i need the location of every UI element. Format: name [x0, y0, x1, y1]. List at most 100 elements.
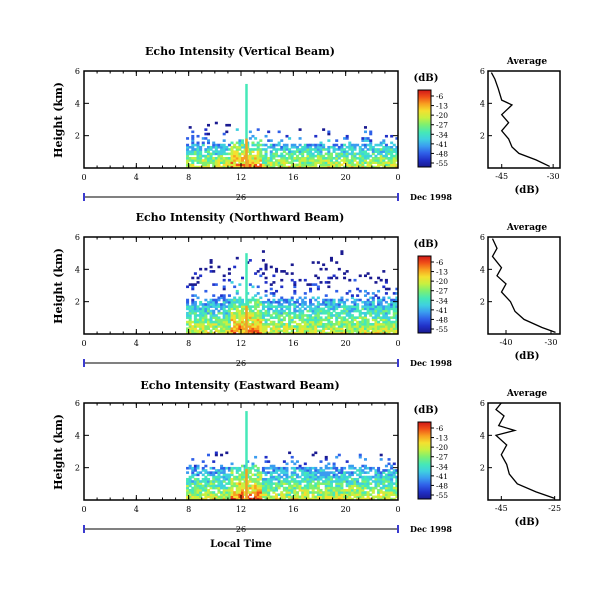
echo-cell — [366, 320, 370, 324]
echo-cell — [311, 480, 315, 483]
echo-cell — [248, 491, 252, 494]
echo-cell — [204, 475, 208, 479]
echo-cell — [363, 325, 367, 328]
echo-cell — [387, 482, 391, 485]
echo-cell — [345, 493, 349, 496]
echo-cell — [186, 307, 190, 311]
echo-cell — [340, 316, 344, 319]
echo-cell — [335, 486, 339, 490]
echo-cell — [222, 314, 226, 317]
colorbar-gradient — [417, 255, 432, 334]
echo-cell — [196, 159, 200, 162]
echo-cell — [220, 303, 224, 306]
echo-cell — [227, 300, 231, 304]
echo-cell — [186, 159, 190, 162]
echo-cell — [353, 154, 357, 158]
echo-cell — [212, 311, 216, 315]
echo-cell — [329, 480, 333, 483]
echo-cell — [233, 145, 237, 149]
echo-cell — [288, 318, 292, 322]
echo-cell — [246, 165, 250, 169]
echo-cell — [230, 469, 234, 472]
echo-cell — [314, 325, 318, 328]
echo-cell — [356, 477, 360, 481]
echo-cell — [290, 311, 294, 315]
echo-cell — [285, 165, 289, 169]
echo-cell — [222, 309, 226, 313]
echo-cell — [256, 322, 260, 326]
echo-cell — [309, 298, 313, 302]
echo-cell — [319, 473, 323, 477]
echo-cell — [392, 471, 396, 474]
echo-cell — [379, 473, 383, 477]
echo-cell — [188, 322, 192, 326]
echo-cell — [230, 281, 234, 284]
echo-cell — [233, 298, 237, 302]
echo-cell — [254, 314, 258, 317]
echo-cell — [384, 495, 388, 499]
echo-cell — [387, 165, 391, 169]
echo-cell — [259, 163, 263, 167]
echo-cell — [246, 154, 250, 158]
echo-cell — [251, 486, 255, 490]
echo-cell — [209, 314, 213, 317]
date-label: Dec 1998 — [410, 192, 452, 202]
echo-cell — [264, 311, 268, 315]
echo-cell — [295, 329, 299, 333]
echo-cell — [366, 331, 370, 335]
date-label: Dec 1998 — [410, 358, 452, 368]
echo-cell — [235, 145, 239, 149]
echo-cell — [267, 156, 271, 160]
echo-cell — [277, 486, 281, 490]
echo-cell — [191, 309, 195, 313]
echo-cell — [246, 331, 250, 335]
echo-cell — [196, 314, 200, 317]
echo-cell — [230, 298, 234, 302]
echo-cell — [248, 305, 252, 308]
echo-cell — [212, 331, 216, 335]
echo-cell — [222, 307, 226, 311]
echo-cell — [309, 156, 313, 160]
echo-cell — [384, 305, 388, 308]
echo-cell — [193, 469, 197, 472]
echo-cell — [356, 327, 360, 330]
echo-cell — [303, 495, 307, 499]
echo-cell — [350, 327, 354, 330]
echo-cell — [193, 307, 197, 311]
echo-cell — [188, 466, 192, 470]
echo-cell — [214, 469, 218, 472]
echo-cell — [340, 469, 344, 472]
echo-cell — [222, 488, 226, 492]
echo-cell — [311, 316, 315, 319]
echo-cell — [348, 307, 352, 311]
echo-cell — [196, 305, 200, 308]
echo-cell — [259, 482, 263, 485]
echo-cell — [241, 143, 245, 147]
echo-cell — [350, 163, 354, 167]
echo-cell — [377, 482, 381, 485]
echo-cell — [350, 493, 354, 496]
echo-cell — [335, 156, 339, 160]
echo-cell — [290, 296, 294, 300]
echo-cell — [238, 497, 242, 501]
echo-cell — [212, 298, 216, 302]
echo-cell — [377, 165, 381, 169]
echo-cell — [358, 150, 362, 153]
echo-cell — [277, 141, 281, 145]
echo-cell — [199, 331, 203, 335]
echo-cell — [387, 296, 391, 300]
spike-core — [245, 138, 248, 168]
echo-cell — [246, 292, 250, 295]
echo-cell — [254, 137, 258, 140]
echo-cell — [280, 161, 284, 164]
echo-cell — [196, 486, 200, 490]
echo-cell — [293, 462, 297, 466]
echo-cell — [254, 469, 258, 472]
echo-cell — [201, 480, 205, 483]
echo-cell — [358, 473, 362, 477]
echo-cell — [322, 303, 326, 306]
echo-cell — [327, 484, 331, 488]
echo-cell — [225, 486, 229, 490]
echo-cell — [264, 134, 268, 138]
echo-cell — [209, 154, 213, 158]
